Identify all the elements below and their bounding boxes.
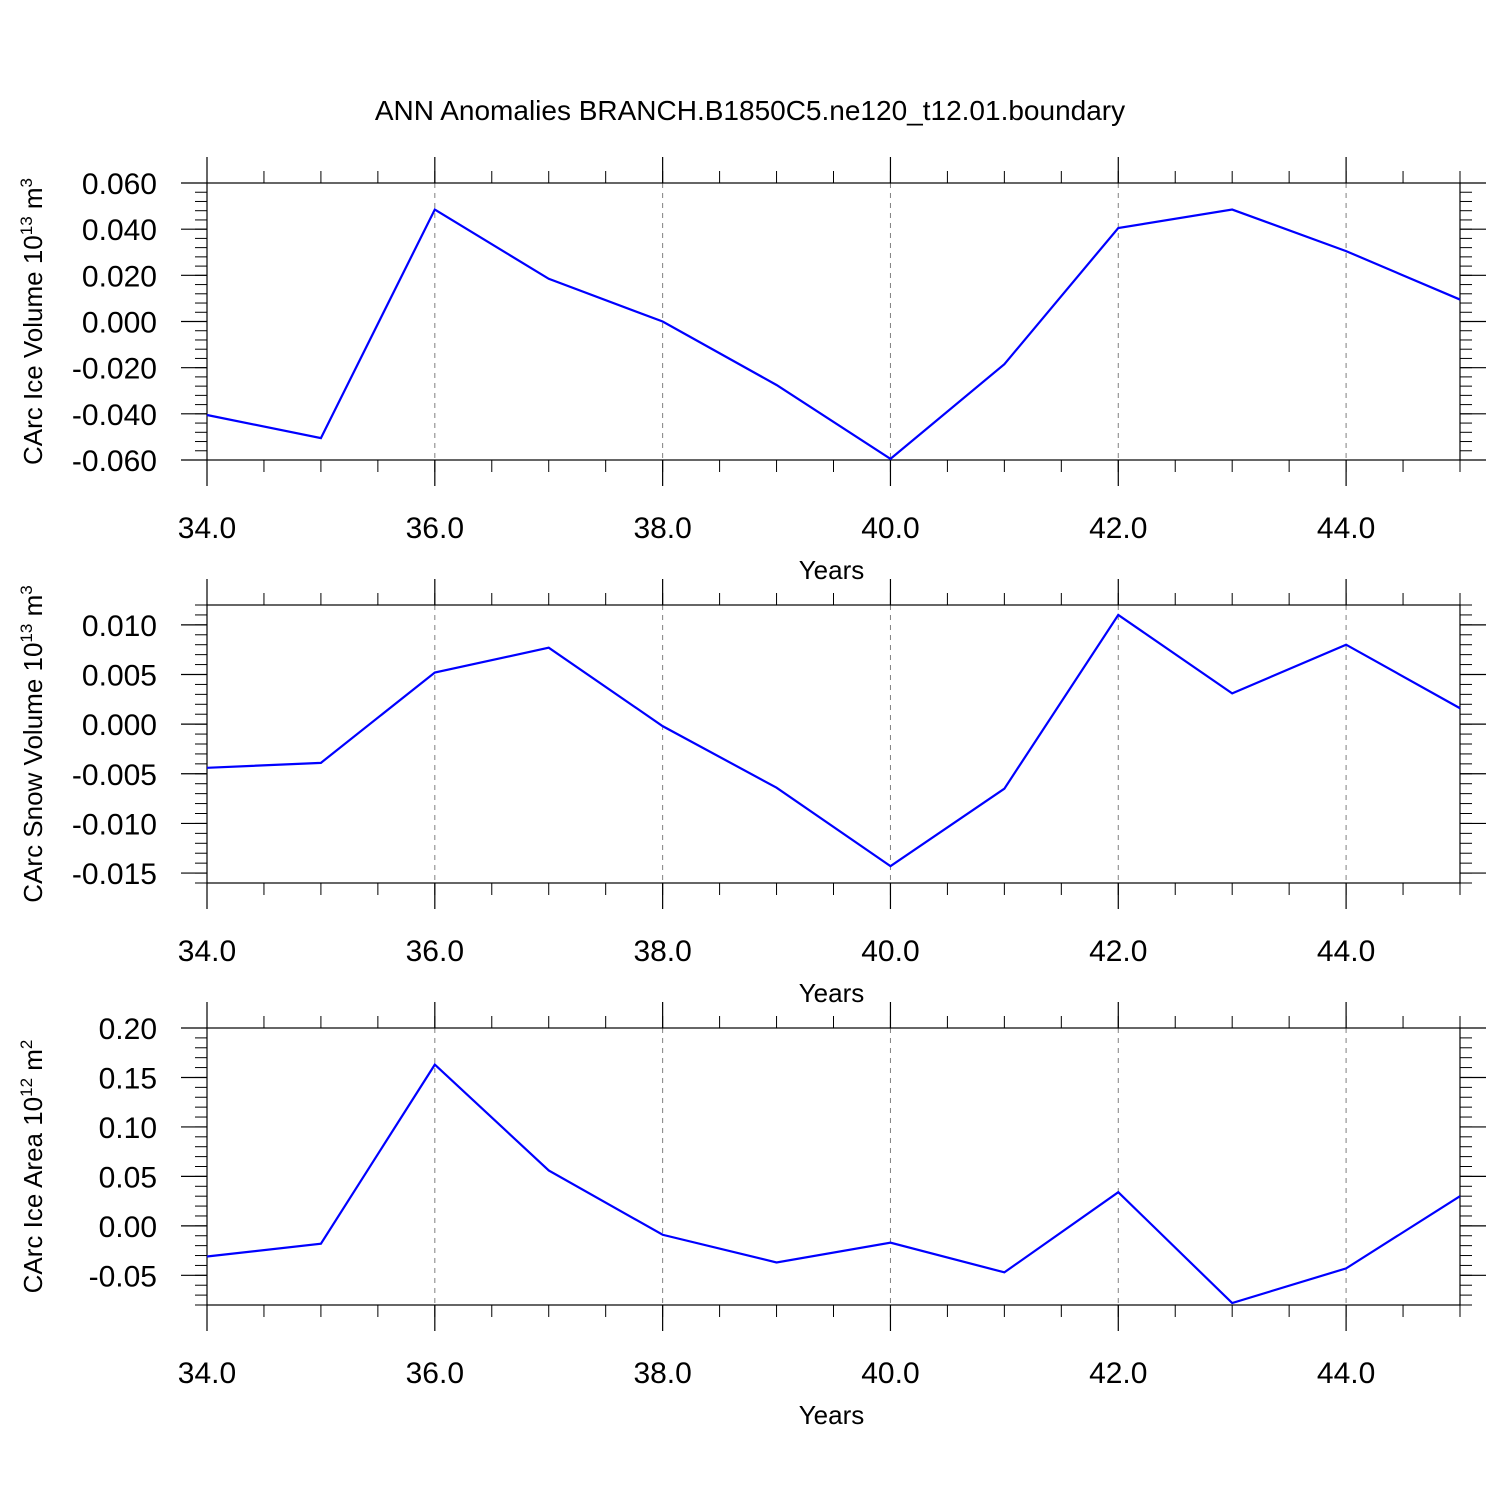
y-tick-label: 0.20 [99,1013,157,1046]
x-axis-label: Years [799,1400,865,1430]
y-tick-label: -0.060 [72,445,157,478]
x-tick-label: 38.0 [633,512,691,545]
y-tick-label: 0.000 [82,307,157,340]
y-tick-label: 0.040 [82,214,157,247]
y-tick-label: 0.10 [99,1112,157,1145]
y-axis-label: CArc Ice Area 1012 m2 [17,1040,48,1294]
series-line [206,1062,1461,1305]
panels: 34.0 36.0 38.0 40.0 42.0 44.0 -0.060 -0.040 -0.0… [17,157,1486,1430]
y-tick-label: 0.060 [82,168,157,201]
y-axis-label: CArc Ice Volume 1013 m3 [17,178,48,465]
x-tick-label: 44.0 [1317,935,1375,968]
x-tick-label: 40.0 [861,1357,919,1390]
x-tick-label: 34.0 [178,935,236,968]
x-axis-label: Years [799,555,865,585]
y-tick-label: 0.010 [82,610,157,643]
x-tick-label: 44.0 [1317,1357,1375,1390]
y-tick-label: 0.00 [99,1211,157,1244]
y-tick-label: 0.000 [82,709,157,742]
panel-3: 34.0 36.0 38.0 40.0 42.0 44.0 -0.05 0.00 0.05 0.1… [17,1002,1486,1430]
y-tick-label: 0.005 [82,660,157,693]
series-line [206,207,1461,461]
x-tick-label: 42.0 [1089,512,1147,545]
y-tick-label: 0.15 [99,1062,157,1095]
y-tick-label: -0.040 [72,399,157,432]
x-tick-label: 40.0 [861,512,919,545]
y-tick-label: 0.020 [82,260,157,293]
panel-1: 34.0 36.0 38.0 40.0 42.0 44.0 -0.060 -0.040 -0.0… [17,157,1486,585]
x-tick-label: 40.0 [861,935,919,968]
x-tick-label: 36.0 [406,935,464,968]
x-tick-label: 42.0 [1089,1357,1147,1390]
series-line [206,613,1461,868]
x-tick-label: 36.0 [406,1357,464,1390]
x-axis-label: Years [799,978,865,1008]
x-tick-label: 38.0 [633,935,691,968]
y-tick-label: -0.005 [72,759,157,792]
x-tick-label: 36.0 [406,512,464,545]
y-tick-label: -0.015 [72,858,157,891]
x-tick-label: 34.0 [178,512,236,545]
x-tick-label: 44.0 [1317,512,1375,545]
x-tick-label: 42.0 [1089,935,1147,968]
y-tick-label: 0.05 [99,1161,157,1194]
panel-2: 34.0 36.0 38.0 40.0 42.0 44.0 -0.015 -0.010 -0.0… [17,579,1486,1008]
figure-title: ANN Anomalies BRANCH.B1850C5.ne120_t12.0… [375,95,1125,126]
y-tick-label: -0.020 [72,353,157,386]
y-tick-label: -0.010 [72,808,157,841]
x-tick-label: 34.0 [178,1357,236,1390]
y-axis-label: CArc Snow Volume 1013 m3 [17,585,48,902]
x-tick-label: 38.0 [633,1357,691,1390]
y-tick-label: -0.05 [89,1260,157,1293]
